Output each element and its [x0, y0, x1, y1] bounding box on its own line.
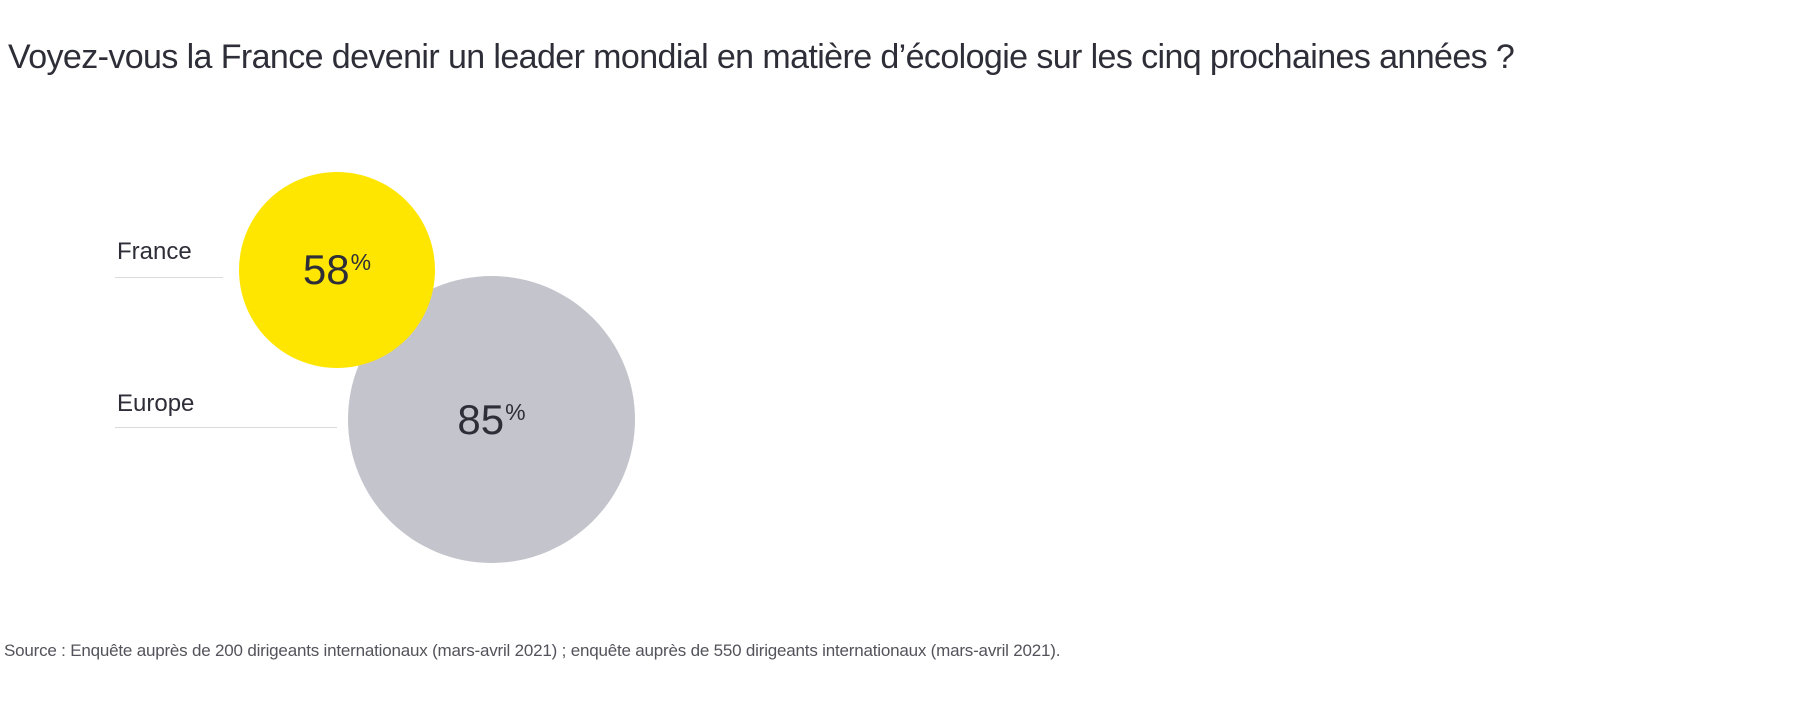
bubble-europe-value-number: 85 — [457, 395, 505, 443]
category-label-europe: Europe — [115, 390, 337, 428]
bubble-france-value-unit: % — [350, 249, 372, 275]
category-label-france-text: France — [117, 238, 192, 265]
bubble-europe-value-unit: % — [505, 398, 526, 425]
bubble-france-value: 58 % — [303, 249, 371, 291]
bubble-europe-value: 85 % — [457, 395, 526, 443]
bubble-france: 58 % — [239, 172, 435, 368]
source-note: Source : Enquête auprès de 200 dirigeant… — [4, 641, 1061, 660]
category-label-france: France — [115, 238, 223, 278]
bubble-france-value-number: 58 — [302, 246, 350, 293]
category-label-europe-text: Europe — [117, 390, 195, 417]
chart-question-title: Voyez-vous la France devenir un leader m… — [8, 38, 1515, 76]
